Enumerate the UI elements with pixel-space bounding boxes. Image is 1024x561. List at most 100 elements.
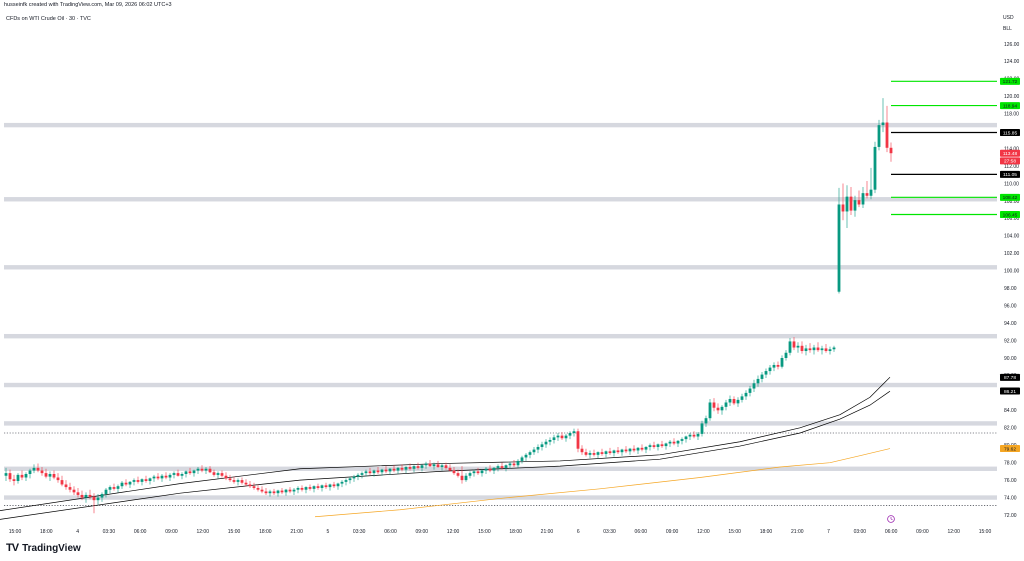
candle bbox=[832, 345, 836, 352]
y-tick-label: 114.00 bbox=[1004, 146, 1019, 152]
candle bbox=[837, 187, 841, 294]
candle bbox=[628, 447, 632, 455]
candle-body bbox=[308, 487, 312, 489]
x-axis[interactable]: 15:00 18:00 4 03:30 06:00 09:00 12:00 15:00 18:0… bbox=[9, 529, 992, 535]
candle bbox=[660, 440, 664, 448]
candle-body bbox=[845, 196, 849, 212]
candle bbox=[296, 486, 300, 494]
candle-body bbox=[60, 480, 64, 485]
candle bbox=[452, 467, 456, 475]
candle bbox=[412, 465, 416, 473]
candle bbox=[524, 453, 528, 461]
ma-line bbox=[0, 376, 891, 511]
candle-body bbox=[380, 469, 384, 473]
candle-body bbox=[816, 347, 820, 351]
candle bbox=[436, 460, 440, 468]
candle-body bbox=[560, 435, 564, 439]
candle bbox=[752, 379, 756, 393]
price-label-text: 115.85 bbox=[1003, 130, 1018, 136]
moving-average-lines bbox=[0, 376, 891, 520]
candle bbox=[624, 446, 628, 454]
candle-body bbox=[152, 476, 156, 479]
candle bbox=[272, 488, 276, 495]
candle-body bbox=[428, 463, 432, 467]
candle-body bbox=[796, 345, 800, 348]
candle bbox=[36, 463, 40, 473]
x-tick-label: 18:00 bbox=[259, 529, 272, 535]
candle-body bbox=[676, 440, 680, 444]
candle-body bbox=[584, 452, 588, 455]
candle bbox=[873, 141, 877, 194]
symbol-title: CFDs on WTI Crude Oil · 30 · TVC bbox=[6, 16, 91, 22]
candle-body bbox=[228, 478, 232, 481]
candle-body bbox=[216, 473, 220, 475]
candle bbox=[820, 345, 824, 355]
candle bbox=[708, 398, 712, 421]
candle bbox=[784, 350, 788, 361]
candle bbox=[428, 460, 432, 468]
x-tick-label: 7 bbox=[827, 529, 830, 535]
candle bbox=[312, 485, 316, 493]
candle-body bbox=[112, 487, 116, 489]
candle-body bbox=[208, 468, 212, 473]
candle bbox=[496, 464, 500, 472]
candle bbox=[504, 464, 508, 472]
candle-body bbox=[788, 341, 792, 353]
y-tick-label: 102.00 bbox=[1004, 251, 1020, 257]
candle-body bbox=[392, 468, 396, 471]
clock-icon[interactable] bbox=[887, 515, 895, 523]
candle bbox=[96, 494, 100, 505]
candle bbox=[220, 470, 224, 478]
tradingview-logo[interactable]: TV TradingView bbox=[6, 542, 81, 554]
price-label-box bbox=[1000, 193, 1020, 201]
candle-body bbox=[240, 480, 244, 483]
candle-body bbox=[132, 480, 136, 482]
candle bbox=[700, 420, 704, 437]
price-label-text: 118.94 bbox=[1003, 103, 1018, 109]
candle bbox=[780, 355, 784, 369]
y-tick-label: 118.00 bbox=[1004, 112, 1019, 118]
x-tick-label: 15:00 bbox=[979, 529, 992, 535]
candle-body bbox=[276, 490, 280, 494]
candle-body bbox=[808, 348, 812, 351]
candle-body bbox=[412, 466, 416, 469]
candle-body bbox=[764, 371, 768, 375]
candle bbox=[552, 434, 556, 444]
candle bbox=[208, 466, 212, 474]
candle-body bbox=[776, 364, 780, 367]
candle-body bbox=[804, 348, 808, 352]
candle-body bbox=[160, 475, 164, 479]
candle bbox=[176, 469, 180, 477]
price-label-box bbox=[1000, 387, 1020, 395]
candle bbox=[668, 439, 672, 447]
candle bbox=[8, 469, 12, 482]
candle-body bbox=[116, 486, 120, 489]
candle-body bbox=[248, 484, 252, 487]
candle bbox=[180, 472, 184, 480]
candle-body bbox=[480, 470, 484, 474]
y-tick-label: 78.00 bbox=[1004, 460, 1017, 466]
candle bbox=[828, 346, 832, 355]
candle bbox=[881, 98, 885, 133]
candle-body bbox=[272, 491, 276, 494]
candle bbox=[392, 465, 396, 473]
candle bbox=[372, 469, 376, 477]
y-tick-label: 106.00 bbox=[1004, 216, 1020, 222]
candle-body bbox=[420, 465, 424, 468]
candle bbox=[348, 476, 352, 484]
candle bbox=[336, 482, 340, 490]
candle bbox=[264, 487, 268, 495]
candle-body bbox=[468, 473, 472, 476]
candle-body bbox=[156, 476, 160, 479]
candle-body bbox=[820, 348, 824, 351]
x-tick-label: 15:00 bbox=[228, 529, 241, 535]
candle-body bbox=[356, 474, 360, 477]
candle-body bbox=[672, 441, 676, 444]
candle-body bbox=[877, 125, 881, 147]
candle bbox=[696, 432, 700, 440]
candle-body bbox=[512, 463, 516, 466]
candle bbox=[112, 483, 116, 491]
candle bbox=[740, 393, 744, 403]
candle-body bbox=[344, 480, 348, 482]
